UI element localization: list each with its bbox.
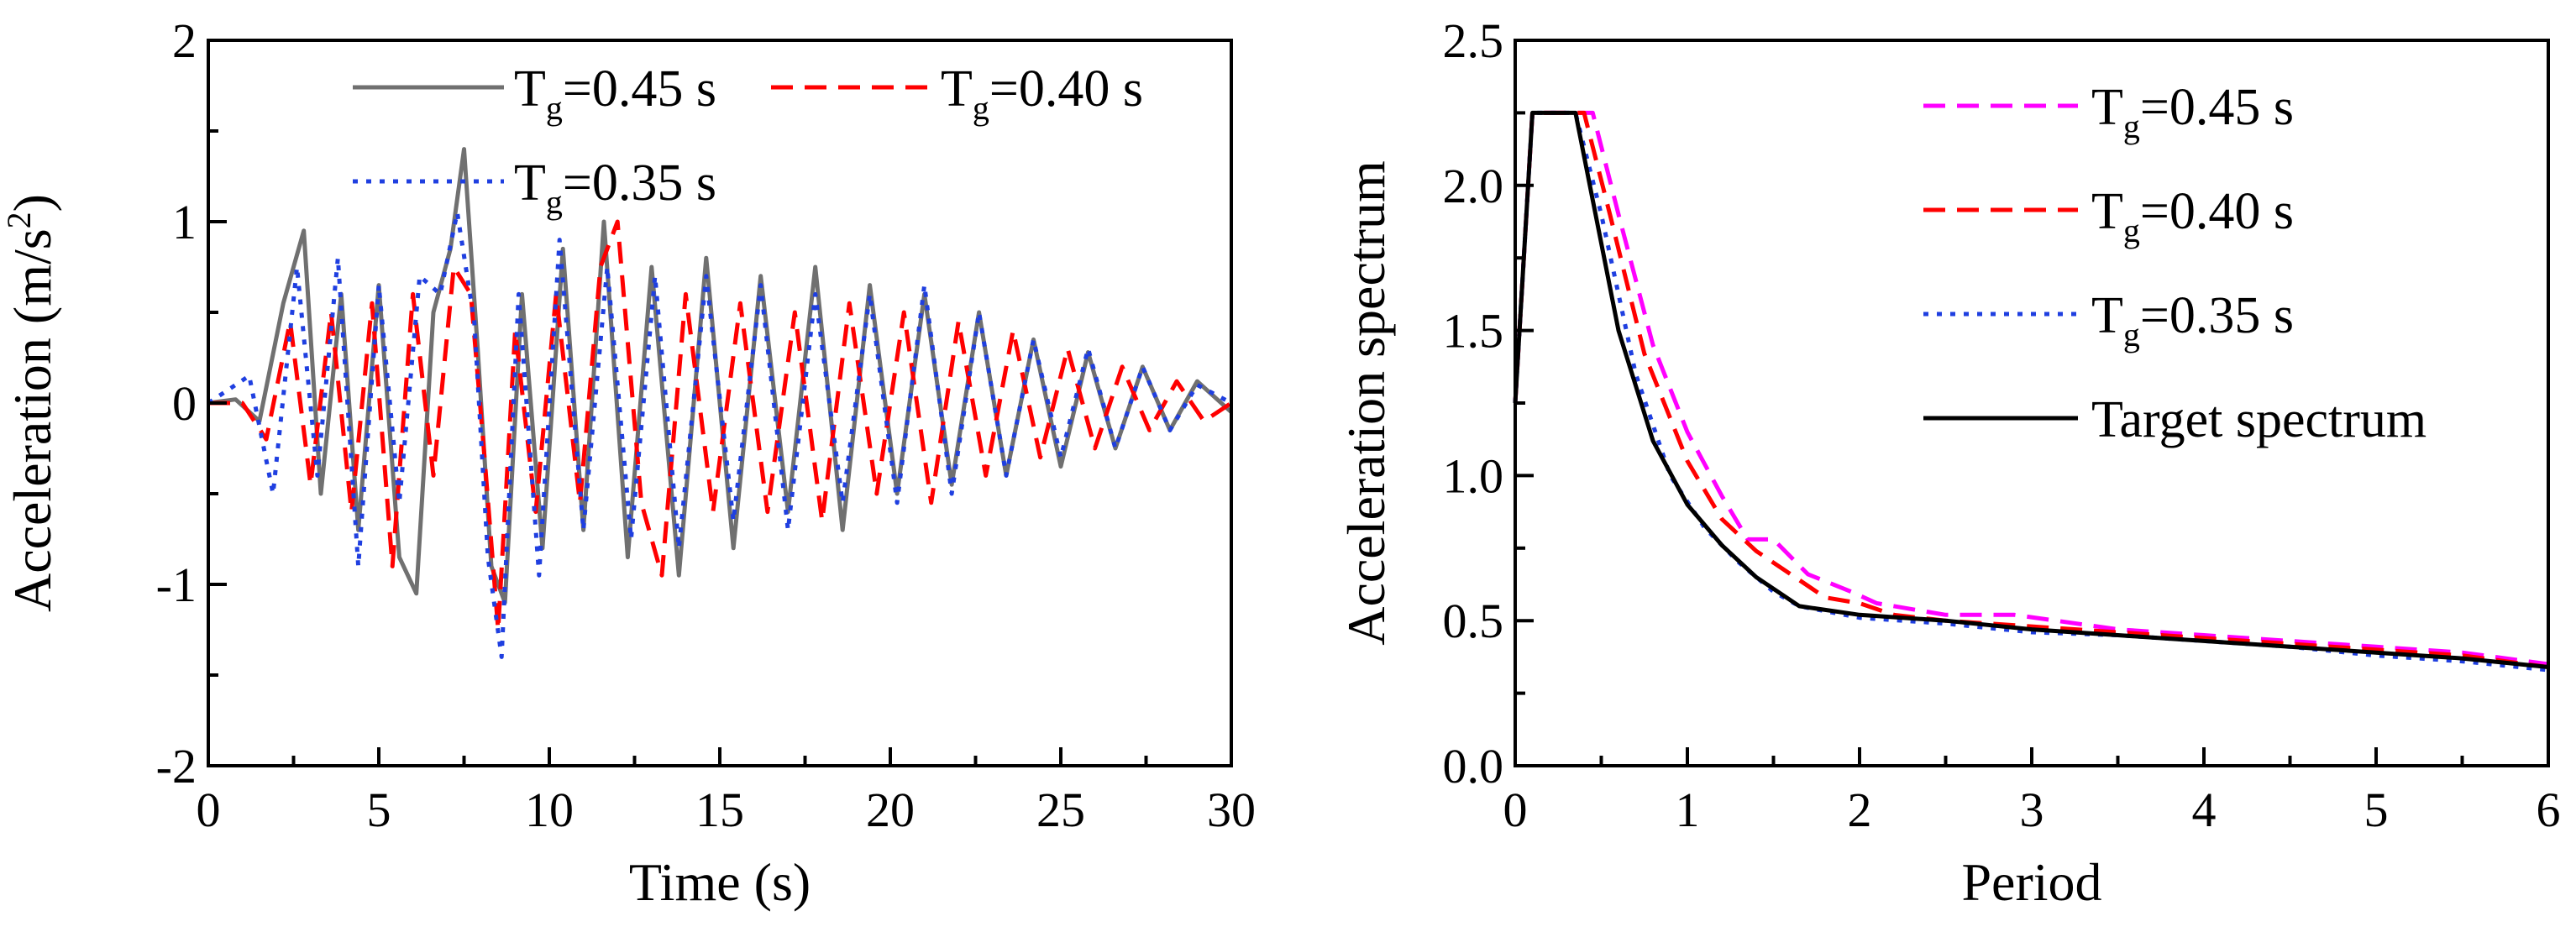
series-line-2 <box>1513 110 2549 669</box>
x-tick-label: 3 <box>2020 783 2044 837</box>
y-tick-label: 1.5 <box>1443 304 1504 359</box>
x-tick-label: 0 <box>1503 783 1528 837</box>
x-tick-label: 2 <box>1848 783 1872 837</box>
y-tick-label: 1.0 <box>1443 448 1504 503</box>
legend: Tg=0.45 s Tg=0.40 s Tg=0.35 s <box>353 60 1143 221</box>
legend-label: Tg=0.35 s <box>2091 287 2294 353</box>
legend-label: Tg=0.35 s <box>514 154 716 221</box>
x-tick-label: 25 <box>1036 783 1085 837</box>
x-tick-label: 5 <box>367 783 391 837</box>
y-tick-label: -1 <box>156 558 197 612</box>
x-tick-label: 1 <box>1676 783 1700 837</box>
legend-label: Target spectrum <box>2091 391 2426 448</box>
legend-label: Tg=0.40 s <box>2091 183 2294 249</box>
legend-label: Tg=0.45 s <box>514 60 716 127</box>
y-tick-label: 1 <box>172 195 197 249</box>
series-line-3 <box>207 210 1233 659</box>
x-tick-label: 6 <box>2537 783 2561 837</box>
x-tick-label: 20 <box>866 783 915 837</box>
y-tick-label: -2 <box>156 739 197 793</box>
x-tick-label: 10 <box>525 783 574 837</box>
y-tick-label: 0.0 <box>1443 739 1504 793</box>
series-line-4 <box>1513 110 2549 669</box>
series-line-1 <box>207 147 1233 605</box>
series-line-1 <box>1513 110 2549 667</box>
x-tick-label: 0 <box>197 783 221 837</box>
y-tick-label: 0 <box>172 376 197 431</box>
x-tick-label: 4 <box>2192 783 2217 837</box>
legend-label: Tg=0.45 s <box>2091 79 2294 145</box>
y-axis-title: Acceleration spectrum <box>1336 160 1396 646</box>
legend: Tg=0.45 s Tg=0.40 s Tg=0.35 s Target spectr… <box>1923 79 2426 448</box>
y-tick-label: 0.5 <box>1443 594 1504 648</box>
x-axis-title: Time (s) <box>629 852 811 912</box>
x-tick-label: 15 <box>695 783 744 837</box>
x-axis-title: Period <box>1961 852 2101 912</box>
x-tick-label: 30 <box>1207 783 1256 837</box>
series-line-2 <box>208 219 1233 632</box>
y-tick-label: 2 <box>172 13 197 68</box>
y-tick-label: 2.5 <box>1443 13 1504 68</box>
series-group <box>207 147 1233 659</box>
chart-panel-1: 0 5 10 15 20 25 30 -2 -1 0 1 2 Time (s) Acceleration … <box>0 13 1256 912</box>
legend-label: Tg=0.40 s <box>941 60 1143 127</box>
y-axis-title: Acceleration (m/s2) <box>0 194 62 612</box>
chart-panel-2: 0 1 2 3 4 5 6 0.0 0.5 1.0 1.5 2.0 2.5 Period Accelerat… <box>1336 13 2561 912</box>
y-tick-label: 2.0 <box>1443 159 1504 213</box>
x-tick-label: 5 <box>2364 783 2389 837</box>
series-group <box>1513 110 2549 673</box>
